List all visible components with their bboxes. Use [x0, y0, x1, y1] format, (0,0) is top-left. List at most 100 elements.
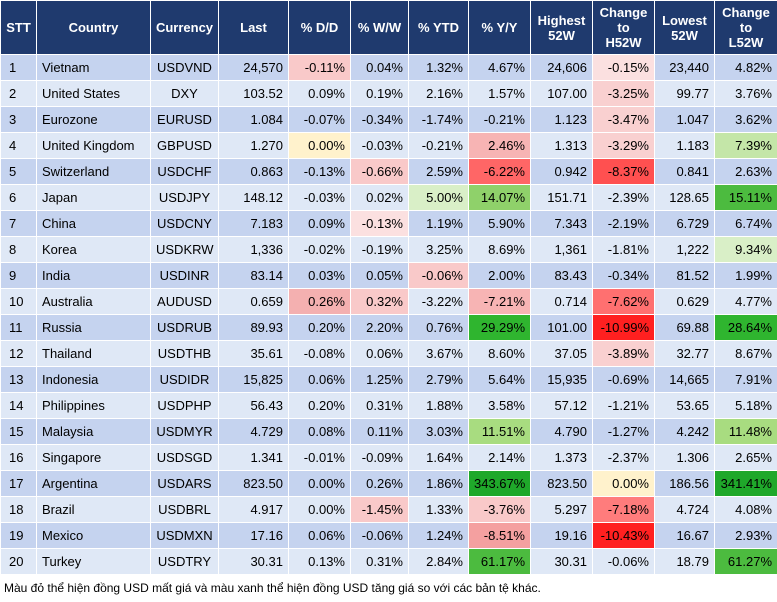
table-row: 16 Singapore USDSGD 1.341 -0.01% -0.09% 1.64% 2…: [0, 444, 777, 471]
table-cell: -0.03%: [350, 132, 409, 159]
column-header: Highest 52W: [530, 0, 593, 55]
table-cell: 2.79%: [408, 366, 469, 393]
table-cell: Indonesia: [36, 366, 151, 393]
table-cell: EURUSD: [150, 106, 219, 133]
table-cell: 4.82%: [714, 54, 777, 81]
table-cell: 0.06%: [288, 522, 351, 549]
table-cell: -0.15%: [592, 54, 655, 81]
table-cell: 29.29%: [468, 314, 531, 341]
table-cell: 1.270: [218, 132, 289, 159]
table-cell: 2.16%: [408, 80, 469, 107]
header-row: STT Country Currency Last% D/D% W/W% YTD% Y…: [0, 0, 777, 55]
table-cell: USDCHF: [150, 158, 219, 185]
column-header: % D/D: [288, 0, 351, 55]
table-row: 10 Australia AUDUSD 0.659 0.26% 0.32% -3.22% -7…: [0, 288, 777, 315]
table-cell: 83.43: [530, 262, 593, 289]
table-cell: Japan: [36, 184, 151, 211]
table-cell: 4.917: [218, 496, 289, 523]
column-header: % Y/Y: [468, 0, 531, 55]
table-cell: 3.67%: [408, 340, 469, 367]
table-cell: 30.31: [218, 548, 289, 575]
table-cell: 0.26%: [288, 288, 351, 315]
table-cell: 15,935: [530, 366, 593, 393]
table-cell: 1.57%: [468, 80, 531, 107]
table-cell: 0.841: [654, 158, 715, 185]
table-cell: 3.25%: [408, 236, 469, 263]
table-cell: 18: [0, 496, 37, 523]
table-cell: Mexico: [36, 522, 151, 549]
table-cell: 1.183: [654, 132, 715, 159]
table-cell: Brazil: [36, 496, 151, 523]
table-cell: -7.62%: [592, 288, 655, 315]
table-cell: 0.942: [530, 158, 593, 185]
table-cell: 61.17%: [468, 548, 531, 575]
table-row: 14 Philippines USDPHP 56.43 0.20% 0.31% 1.88% 3…: [0, 392, 777, 419]
table-cell: 4.08%: [714, 496, 777, 523]
table-cell: -0.11%: [288, 54, 351, 81]
table-row: 11 Russia USDRUB 89.93 0.20% 2.20% 0.76% 29.29%…: [0, 314, 777, 341]
table-cell: 0.00%: [592, 470, 655, 497]
table-cell: 341.41%: [714, 470, 777, 497]
table-cell: 3.58%: [468, 392, 531, 419]
table-cell: 3.03%: [408, 418, 469, 445]
table-cell: -2.37%: [592, 444, 655, 471]
table-cell: 8.69%: [468, 236, 531, 263]
table-cell: -0.07%: [288, 106, 351, 133]
table-cell: 1.123: [530, 106, 593, 133]
table-cell: Philippines: [36, 392, 151, 419]
table-cell: 7: [0, 210, 37, 237]
table-cell: 6.74%: [714, 210, 777, 237]
table-cell: -0.19%: [350, 236, 409, 263]
table-cell: 35.61: [218, 340, 289, 367]
table-cell: 1.047: [654, 106, 715, 133]
table-cell: -0.69%: [592, 366, 655, 393]
table-cell: USDRUB: [150, 314, 219, 341]
table-cell: 4.724: [654, 496, 715, 523]
table-cell: Russia: [36, 314, 151, 341]
table-cell: -0.34%: [592, 262, 655, 289]
table-cell: 7.39%: [714, 132, 777, 159]
table-cell: 5.297: [530, 496, 593, 523]
table-cell: 57.12: [530, 392, 593, 419]
table-cell: 0.20%: [288, 314, 351, 341]
table-cell: 1.32%: [408, 54, 469, 81]
table-cell: 83.14: [218, 262, 289, 289]
table-row: 3 Eurozone EURUSD 1.084 -0.07% -0.34% -1.74% -0…: [0, 106, 777, 133]
table-cell: 5.64%: [468, 366, 531, 393]
table-cell: USDKRW: [150, 236, 219, 263]
table-row: 20 Turkey USDTRY 30.31 0.13% 0.31% 2.84% 61.17%…: [0, 548, 777, 575]
table-cell: 14,665: [654, 366, 715, 393]
table-cell: -0.02%: [288, 236, 351, 263]
table-cell: -7.21%: [468, 288, 531, 315]
table-cell: 99.77: [654, 80, 715, 107]
table-cell: 5: [0, 158, 37, 185]
table-cell: -8.51%: [468, 522, 531, 549]
table-cell: 107.00: [530, 80, 593, 107]
table-cell: India: [36, 262, 151, 289]
table-cell: 4: [0, 132, 37, 159]
table-cell: 0.02%: [350, 184, 409, 211]
table-cell: -1.74%: [408, 106, 469, 133]
table-cell: 823.50: [530, 470, 593, 497]
table-row: 13 Indonesia USDIDR 15,825 0.06% 1.25% 2.79% 5.…: [0, 366, 777, 393]
table-cell: United Kingdom: [36, 132, 151, 159]
table-cell: USDMYR: [150, 418, 219, 445]
table-cell: 1.25%: [350, 366, 409, 393]
table-cell: 0.08%: [288, 418, 351, 445]
table-cell: 1.88%: [408, 392, 469, 419]
table-cell: -3.29%: [592, 132, 655, 159]
column-header: Country: [36, 0, 151, 55]
table-row: 4 United Kingdom GBPUSD 1.270 0.00% -0.03% -0.…: [0, 132, 777, 159]
table-cell: USDVND: [150, 54, 219, 81]
table-cell: 16.67: [654, 522, 715, 549]
table-cell: 11.48%: [714, 418, 777, 445]
table-cell: -2.19%: [592, 210, 655, 237]
table-row: 1 Vietnam USDVND 24,570 -0.11% 0.04% 1.32% 4.67…: [0, 54, 777, 81]
table-cell: USDTRY: [150, 548, 219, 575]
table-cell: 0.629: [654, 288, 715, 315]
table-cell: 37.05: [530, 340, 593, 367]
table-cell: Eurozone: [36, 106, 151, 133]
table-cell: -0.08%: [288, 340, 351, 367]
table-cell: United States: [36, 80, 151, 107]
